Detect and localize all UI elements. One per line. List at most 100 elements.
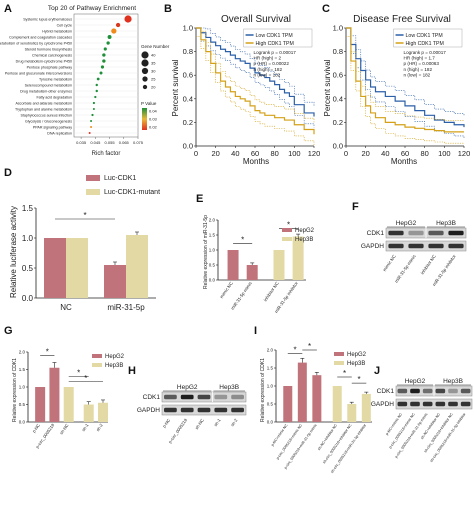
chart-g-ytick-label: 2.0	[19, 350, 26, 355]
chart-g-sig-label: *	[77, 369, 80, 378]
chart-a-category-label: Chemical carcinogenesis	[32, 53, 72, 57]
chart-a-point	[95, 83, 98, 87]
blot-j-band	[410, 388, 420, 394]
chart-a-size-legend-dot	[141, 51, 149, 59]
chart-b-series-line-1	[196, 27, 315, 135]
chart-b-ytick-label: 0.2	[183, 118, 193, 127]
chart-a-size-legend-label: 20	[151, 85, 156, 90]
blot-h-lane-label: sh-NC	[194, 418, 205, 431]
chart-g-sig-label: *	[84, 374, 87, 383]
chart-a-point	[100, 65, 105, 69]
chart-a-size-legend-dot	[142, 84, 148, 90]
chart-i-sig-label: *	[293, 346, 296, 355]
chart-e-legend-swatch	[282, 237, 292, 241]
chart-c-stat-text: n (high) = 182	[404, 67, 433, 72]
chart-i-ytick-label: 1.0	[267, 384, 274, 389]
chart-e-sig-label: *	[241, 235, 244, 244]
blot-j-band	[448, 401, 458, 407]
chart-a-size-legend-label: 40	[151, 53, 156, 58]
chart-c-legend-label: High CDK1 TPM	[406, 41, 444, 47]
chart-a-category-label: Cell cycle	[57, 23, 72, 27]
chart-a-category-label: Pentose and glucuronate interconversions	[5, 71, 72, 75]
chart-a-category-label: Staphylococcus aureus infection	[20, 113, 72, 117]
chart-a-category-label: Tyrosine metabolism	[39, 77, 72, 81]
blot-f-band	[388, 230, 404, 236]
chart-a-category-label: Pentose phosphate pathway	[27, 65, 73, 69]
chart-c-legend-box	[393, 28, 463, 48]
chart-d-sig-label: *	[83, 211, 86, 220]
chart-g-bar	[63, 387, 74, 422]
chart-b-ytick-label: 0.4	[183, 94, 193, 103]
chart-a-point	[96, 77, 100, 81]
chart-c-ytick-label: 0.2	[333, 118, 343, 127]
blot-j-band	[422, 401, 433, 407]
chart-b-xtick-label: 120	[308, 149, 321, 158]
chart-d-legend-swatch	[86, 175, 100, 181]
chart-b-ci-line-1-1	[196, 35, 315, 146]
chart-b-stat-text: Logrank p = 0.00017	[254, 50, 297, 55]
chart-a-xtick-label: 0.045	[90, 140, 101, 145]
blot-h-band	[197, 407, 211, 413]
chart-b-ci-line-0-0	[196, 27, 315, 106]
chart-b-stat-text: HR (high) = 2	[254, 56, 282, 61]
chart-a-size-legend-label: 30	[151, 69, 156, 74]
chart-i-legend-label: Hep3B	[347, 361, 365, 367]
chart-i-ylabel: Relative expression of CDK1	[260, 358, 266, 422]
chart-d-ytick-label: 1.0	[22, 234, 34, 243]
chart-g-bar	[83, 404, 94, 422]
chart-b-series-line-0	[196, 27, 315, 117]
panel-letter-e: E	[196, 193, 203, 205]
chart-e-bar	[273, 250, 285, 280]
chart-d-bar	[66, 238, 88, 298]
chart-a-point	[111, 28, 117, 34]
chart-g-bar	[49, 367, 60, 422]
chart-e-category-label: mimic NC	[219, 281, 234, 299]
chart-d-legend-label: Luc-CDK1-mutant	[104, 189, 160, 196]
chart-c-xtick-label: 60	[401, 149, 409, 158]
chart-i-bar	[312, 375, 322, 422]
chart-b-ytick-label: 0.8	[183, 47, 193, 56]
chart-a-point	[91, 113, 94, 117]
cdk1-expression-chart-g: Relative expression of CDK1 0.0 0.5 1.0 1.5…	[12, 348, 125, 450]
chart-a-size-legend-title: Gene Number	[141, 44, 170, 49]
chart-a-size-legend-label: 25	[151, 77, 156, 82]
chart-g-ytick-label: 1.5	[19, 367, 26, 372]
blot-f-band	[408, 243, 424, 249]
chart-c-xtick-label: 80	[420, 149, 428, 158]
blot-h-group-label: Hep3B	[219, 384, 239, 391]
blot-h-band	[214, 394, 228, 400]
chart-a-xtick-label: 0.065	[119, 140, 130, 145]
blot-j-band	[448, 388, 458, 394]
chart-i-ytick-label: 1.5	[267, 366, 274, 371]
chart-a-category-label: Selenocompound metabolism	[25, 83, 72, 87]
chart-c-ylabel: Percent survival	[323, 59, 332, 116]
blot-f-group-label: Hep3B	[436, 220, 456, 227]
chart-c-legend-label: Low CDK1 TPM	[406, 33, 443, 39]
chart-b-xtick-label: 100	[288, 149, 301, 158]
chart-c-ytick-label: 0.4	[333, 94, 343, 103]
chart-i-ytick-label: 0.5	[267, 402, 274, 407]
chart-a-xtick-label: 0.075	[133, 140, 144, 145]
chart-c-xtick-label: 0	[344, 149, 348, 158]
chart-a-xlabel: Rich factor	[92, 151, 121, 157]
chart-i-sig-label: *	[343, 369, 346, 378]
blot-j-band	[422, 388, 433, 394]
chart-b-ytick-label: 0.6	[183, 71, 193, 80]
chart-e-bar	[246, 265, 258, 280]
chart-e-ylabel: Relative expression of miR-31-5p	[203, 215, 209, 289]
blot-f-band	[448, 230, 464, 236]
chart-g-ytick-label: 0.5	[19, 402, 26, 407]
chart-a-plot-area	[73, 13, 139, 138]
chart-i-bar	[297, 362, 307, 422]
blot-j-band	[410, 401, 420, 407]
chart-g-sig-label: *	[46, 348, 49, 357]
chart-a-color-legend-label: 0.03	[149, 117, 158, 122]
blot-j-band	[435, 388, 446, 394]
chart-a-category-label: Tryptophan and alanine metabolism	[15, 107, 72, 111]
chart-b-xlabel: Months	[243, 157, 269, 166]
chart-a-color-legend-label: 0.04	[149, 109, 158, 114]
cdk1-expression-chart-i: Relative expression of CDK1 0.0 0.5 1.0 1.5…	[260, 342, 372, 474]
